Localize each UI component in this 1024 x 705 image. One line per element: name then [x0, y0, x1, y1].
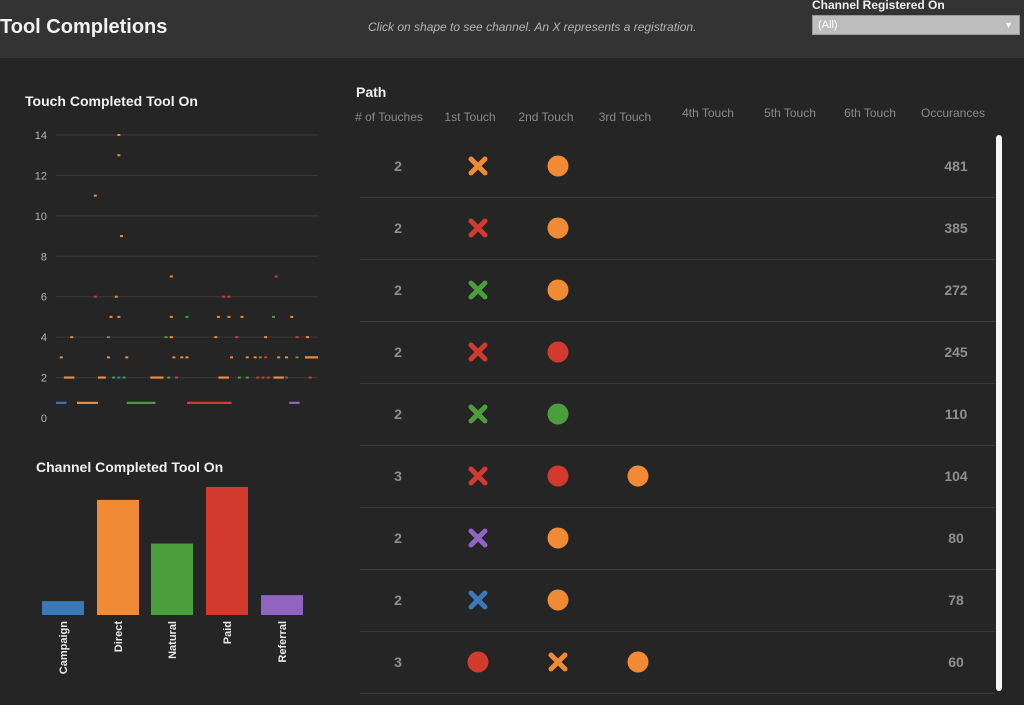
bar-natural[interactable] — [151, 543, 193, 615]
touch-count: 2 — [394, 344, 402, 360]
y-tick-label: 0 — [41, 413, 47, 425]
x-mark-icon[interactable] — [467, 217, 489, 239]
column-header: Occurances — [920, 106, 986, 120]
column-header: 2nd Touch — [518, 110, 574, 124]
x-mark-icon[interactable] — [467, 589, 489, 611]
circle-icon[interactable] — [547, 403, 569, 425]
occurrences-count: 110 — [944, 406, 968, 422]
table-row[interactable]: 2 245 — [360, 321, 995, 384]
category-label: Paid — [222, 621, 234, 644]
channel-filter-value: (All) — [818, 19, 838, 31]
channel-chart: Campaign Direct Natural Paid Referral — [42, 486, 303, 674]
table-row[interactable]: 2 80 — [360, 507, 995, 570]
occurrences-count: 272 — [944, 282, 968, 298]
x-mark-icon[interactable] — [467, 403, 489, 425]
bar-referral[interactable] — [261, 595, 303, 615]
column-header: 4th Touch — [682, 106, 734, 120]
bar-campaign[interactable] — [42, 601, 84, 615]
category-label: Campaign — [58, 621, 70, 674]
occurrences-count: 385 — [944, 220, 968, 236]
channel-chart-title: Channel Completed Tool On — [36, 459, 224, 475]
bar-paid[interactable] — [206, 486, 248, 615]
channel-filter-label: Channel Registered On — [812, 0, 945, 12]
column-header: 1st Touch — [444, 110, 496, 124]
x-mark-icon[interactable] — [467, 527, 489, 549]
y-tick-label: 8 — [41, 251, 47, 263]
path-table-title: Path — [356, 84, 387, 100]
touch-count: 3 — [394, 468, 402, 484]
touch-count: 3 — [394, 654, 402, 670]
y-tick-label: 6 — [41, 292, 47, 304]
occurrences-count: 245 — [944, 344, 968, 360]
category-label: Direct — [113, 621, 125, 653]
touch-count: 2 — [394, 282, 402, 298]
chevron-down-icon[interactable]: ▼ — [1004, 20, 1013, 30]
touch-count: 2 — [394, 158, 402, 174]
instructions-text: Click on shape to see channel. An X repr… — [368, 20, 697, 34]
x-mark-icon[interactable] — [467, 341, 489, 363]
table-row[interactable]: 2 272 — [360, 259, 995, 322]
table-row[interactable]: 3 104 — [360, 445, 995, 508]
y-tick-label: 4 — [41, 332, 47, 344]
circle-icon[interactable] — [547, 341, 569, 363]
circle-icon[interactable] — [547, 465, 569, 487]
table-row[interactable]: 2 78 — [360, 569, 995, 632]
channel-filter-dropdown[interactable]: (All) ▼ — [812, 15, 1020, 35]
occurrences-count: 104 — [944, 468, 968, 484]
y-tick-label: 10 — [35, 211, 47, 223]
path-table-body[interactable]: 2 481 2 385 2 272 2 245 2 110 3 104 2 80 2 78 3 60 — [360, 135, 995, 705]
column-header: 6th Touch — [844, 106, 896, 120]
bar-direct[interactable] — [97, 499, 139, 615]
category-label: Referral — [277, 621, 289, 663]
dashboard-header: Tool Completions Click on shape to see c… — [0, 0, 1024, 58]
x-mark-icon[interactable] — [467, 155, 489, 177]
y-tick-label: 12 — [35, 170, 47, 182]
circle-icon[interactable] — [547, 527, 569, 549]
occurrences-count: 80 — [948, 530, 964, 546]
table-row[interactable]: 3 60 — [360, 631, 995, 694]
circle-icon[interactable] — [547, 217, 569, 239]
x-mark-icon[interactable] — [467, 465, 489, 487]
touch-count: 2 — [394, 530, 402, 546]
circle-icon[interactable] — [627, 465, 649, 487]
path-table-scrollbar[interactable] — [996, 135, 1002, 691]
occurrences-count: 60 — [948, 654, 964, 670]
table-row[interactable]: 2 385 — [360, 197, 995, 260]
touch-count: 2 — [394, 406, 402, 422]
touch-count: 2 — [394, 592, 402, 608]
touch-chart-title: Touch Completed Tool On — [25, 93, 198, 109]
circle-icon[interactable] — [627, 651, 649, 673]
occurrences-count: 78 — [948, 592, 964, 608]
table-row[interactable]: 2 110 — [360, 383, 995, 446]
x-mark-icon[interactable] — [547, 651, 569, 673]
y-tick-label: 2 — [41, 373, 47, 385]
page-title: Tool Completions — [0, 16, 168, 38]
category-label: Natural — [167, 621, 179, 659]
circle-icon[interactable] — [467, 651, 489, 673]
circle-icon[interactable] — [547, 589, 569, 611]
y-tick-label: 14 — [35, 130, 47, 142]
touch-chart: 0 2 4 6 8 10 12 14 — [35, 130, 318, 425]
column-header: 5th Touch — [764, 106, 816, 120]
circle-icon[interactable] — [547, 155, 569, 177]
column-header: 3rd Touch — [598, 110, 652, 124]
x-mark-icon[interactable] — [467, 279, 489, 301]
touch-count: 2 — [394, 220, 402, 236]
occurrences-count: 481 — [944, 158, 968, 174]
table-row[interactable]: 2 481 — [360, 135, 995, 198]
circle-icon[interactable] — [547, 279, 569, 301]
column-header: # of Touches — [355, 110, 423, 124]
